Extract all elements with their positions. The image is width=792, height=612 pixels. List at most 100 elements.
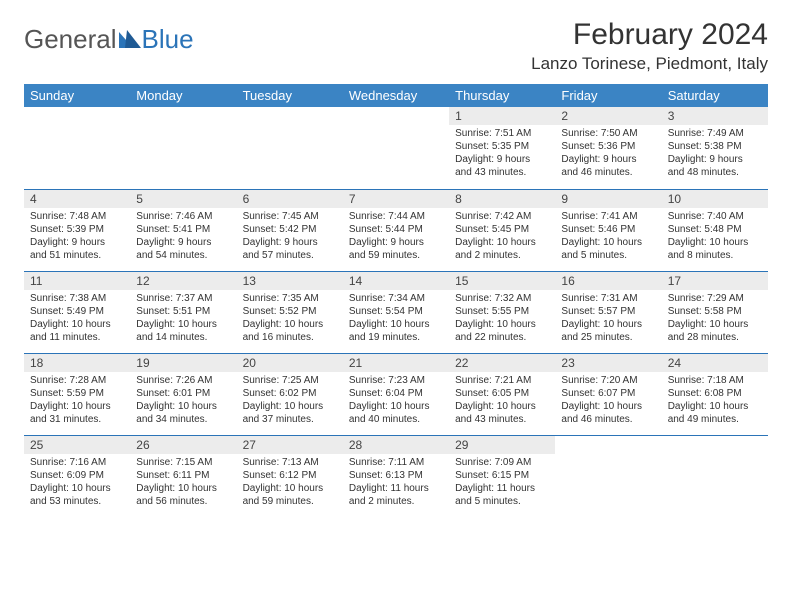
day-detail-line: Sunset: 6:02 PM [243, 387, 337, 400]
day-detail-line: and 8 minutes. [668, 249, 762, 262]
day-detail-line: and 53 minutes. [30, 495, 124, 508]
calendar-cell [555, 435, 661, 517]
day-detail-line: Sunrise: 7:28 AM [30, 374, 124, 387]
logo-text-general: General [24, 24, 117, 55]
day-detail-line: and 25 minutes. [561, 331, 655, 344]
day-details: Sunrise: 7:37 AMSunset: 5:51 PMDaylight:… [130, 290, 236, 348]
day-detail-line: and 5 minutes. [455, 495, 549, 508]
calendar-cell: 27Sunrise: 7:13 AMSunset: 6:12 PMDayligh… [237, 435, 343, 517]
day-details: Sunrise: 7:51 AMSunset: 5:35 PMDaylight:… [449, 125, 555, 183]
calendar-cell: 7Sunrise: 7:44 AMSunset: 5:44 PMDaylight… [343, 189, 449, 271]
day-number: 25 [24, 436, 130, 454]
day-detail-line: and 28 minutes. [668, 331, 762, 344]
day-detail-line: Daylight: 10 hours [349, 400, 443, 413]
day-detail-line: Sunrise: 7:44 AM [349, 210, 443, 223]
day-details: Sunrise: 7:44 AMSunset: 5:44 PMDaylight:… [343, 208, 449, 266]
day-detail-line: Daylight: 9 hours [561, 153, 655, 166]
day-detail-line: Sunrise: 7:20 AM [561, 374, 655, 387]
day-detail-line: and 19 minutes. [349, 331, 443, 344]
day-number: 2 [555, 107, 661, 125]
day-detail-line: Sunset: 5:55 PM [455, 305, 549, 318]
day-detail-line: Sunset: 5:35 PM [455, 140, 549, 153]
day-detail-line: Sunset: 5:48 PM [668, 223, 762, 236]
day-detail-line: Daylight: 9 hours [455, 153, 549, 166]
day-detail-line: Sunrise: 7:37 AM [136, 292, 230, 305]
day-number: 12 [130, 272, 236, 290]
day-number: 10 [662, 190, 768, 208]
calendar-week-row: 18Sunrise: 7:28 AMSunset: 5:59 PMDayligh… [24, 353, 768, 435]
day-detail-line: Sunset: 6:01 PM [136, 387, 230, 400]
day-details: Sunrise: 7:26 AMSunset: 6:01 PMDaylight:… [130, 372, 236, 430]
calendar-cell: 23Sunrise: 7:20 AMSunset: 6:07 PMDayligh… [555, 353, 661, 435]
calendar-week-row: 11Sunrise: 7:38 AMSunset: 5:49 PMDayligh… [24, 271, 768, 353]
day-detail-line: Sunrise: 7:49 AM [668, 127, 762, 140]
day-detail-line: Sunrise: 7:13 AM [243, 456, 337, 469]
day-detail-line: Daylight: 10 hours [243, 482, 337, 495]
day-detail-line: Sunrise: 7:38 AM [30, 292, 124, 305]
day-details: Sunrise: 7:34 AMSunset: 5:54 PMDaylight:… [343, 290, 449, 348]
day-detail-line: Daylight: 10 hours [30, 318, 124, 331]
day-detail-line: and 31 minutes. [30, 413, 124, 426]
day-detail-line: Daylight: 10 hours [243, 400, 337, 413]
day-detail-line: Sunset: 6:15 PM [455, 469, 549, 482]
day-details: Sunrise: 7:49 AMSunset: 5:38 PMDaylight:… [662, 125, 768, 183]
day-detail-line: Daylight: 10 hours [668, 400, 762, 413]
day-detail-line: and 2 minutes. [349, 495, 443, 508]
month-title: February 2024 [531, 18, 768, 52]
calendar-cell: 24Sunrise: 7:18 AMSunset: 6:08 PMDayligh… [662, 353, 768, 435]
day-detail-line: Daylight: 10 hours [30, 400, 124, 413]
day-detail-line: Sunset: 5:52 PM [243, 305, 337, 318]
day-number: 21 [343, 354, 449, 372]
calendar-cell: 10Sunrise: 7:40 AMSunset: 5:48 PMDayligh… [662, 189, 768, 271]
day-detail-line: Daylight: 10 hours [668, 318, 762, 331]
calendar-cell [24, 107, 130, 189]
weekday-header-row: Sunday Monday Tuesday Wednesday Thursday… [24, 84, 768, 107]
day-detail-line: Sunrise: 7:26 AM [136, 374, 230, 387]
day-detail-line: Sunset: 5:45 PM [455, 223, 549, 236]
day-detail-line: Sunrise: 7:48 AM [30, 210, 124, 223]
day-details: Sunrise: 7:11 AMSunset: 6:13 PMDaylight:… [343, 454, 449, 512]
day-number: 13 [237, 272, 343, 290]
day-number: 24 [662, 354, 768, 372]
day-number: 16 [555, 272, 661, 290]
day-details: Sunrise: 7:21 AMSunset: 6:05 PMDaylight:… [449, 372, 555, 430]
day-details: Sunrise: 7:50 AMSunset: 5:36 PMDaylight:… [555, 125, 661, 183]
day-number: 11 [24, 272, 130, 290]
day-detail-line: Daylight: 10 hours [561, 318, 655, 331]
day-detail-line: Sunrise: 7:09 AM [455, 456, 549, 469]
day-detail-line: Sunrise: 7:35 AM [243, 292, 337, 305]
day-detail-line: and 56 minutes. [136, 495, 230, 508]
day-detail-line: Sunset: 5:54 PM [349, 305, 443, 318]
day-detail-line: Sunset: 5:41 PM [136, 223, 230, 236]
day-detail-line: and 5 minutes. [561, 249, 655, 262]
calendar-cell: 20Sunrise: 7:25 AMSunset: 6:02 PMDayligh… [237, 353, 343, 435]
day-detail-line: and 51 minutes. [30, 249, 124, 262]
day-number: 22 [449, 354, 555, 372]
day-detail-line: Daylight: 10 hours [455, 318, 549, 331]
day-detail-line: and 2 minutes. [455, 249, 549, 262]
day-detail-line: and 34 minutes. [136, 413, 230, 426]
day-number: 19 [130, 354, 236, 372]
day-details: Sunrise: 7:13 AMSunset: 6:12 PMDaylight:… [237, 454, 343, 512]
day-details: Sunrise: 7:28 AMSunset: 5:59 PMDaylight:… [24, 372, 130, 430]
day-detail-line: Sunrise: 7:31 AM [561, 292, 655, 305]
day-number: 27 [237, 436, 343, 454]
day-number: 7 [343, 190, 449, 208]
day-number: 23 [555, 354, 661, 372]
weekday-header: Wednesday [343, 84, 449, 107]
day-details: Sunrise: 7:46 AMSunset: 5:41 PMDaylight:… [130, 208, 236, 266]
day-detail-line: Sunrise: 7:41 AM [561, 210, 655, 223]
day-details: Sunrise: 7:32 AMSunset: 5:55 PMDaylight:… [449, 290, 555, 348]
day-details: Sunrise: 7:35 AMSunset: 5:52 PMDaylight:… [237, 290, 343, 348]
calendar-cell: 5Sunrise: 7:46 AMSunset: 5:41 PMDaylight… [130, 189, 236, 271]
day-detail-line: and 37 minutes. [243, 413, 337, 426]
day-detail-line: and 11 minutes. [30, 331, 124, 344]
day-number: 20 [237, 354, 343, 372]
weekday-header: Monday [130, 84, 236, 107]
day-detail-line: Sunset: 6:09 PM [30, 469, 124, 482]
logo: General Blue [24, 24, 194, 55]
day-details: Sunrise: 7:45 AMSunset: 5:42 PMDaylight:… [237, 208, 343, 266]
day-number: 1 [449, 107, 555, 125]
day-detail-line: Sunset: 6:07 PM [561, 387, 655, 400]
day-number: 26 [130, 436, 236, 454]
